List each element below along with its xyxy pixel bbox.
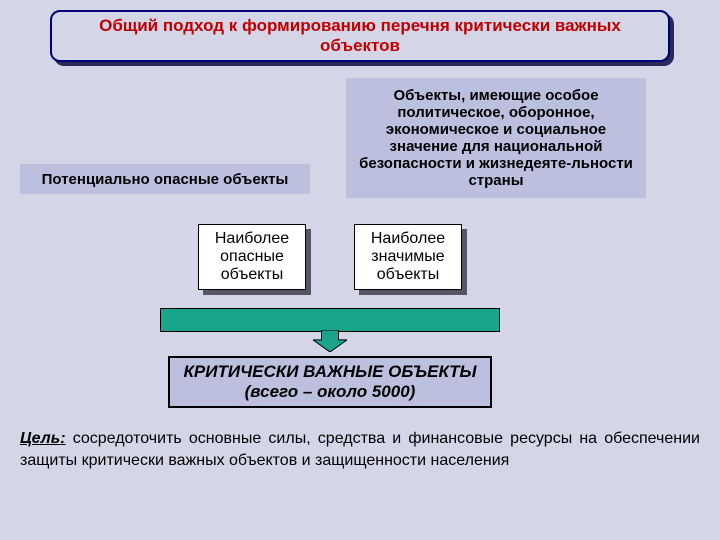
- goal-paragraph: Цель: сосредоточить основные силы, средс…: [20, 428, 700, 471]
- sub-right-box: Наиболее значимые объекты: [354, 224, 462, 290]
- category-right-text: Объекты, имеющие особое политическое, об…: [352, 87, 640, 189]
- title-text: Общий подход к формированию перечня крит…: [62, 16, 658, 56]
- title-box: Общий подход к формированию перечня крит…: [50, 10, 670, 62]
- critical-box: КРИТИЧЕСКИ ВАЖНЫЕ ОБЪЕКТЫ (всего – около…: [168, 356, 492, 408]
- category-left-text: Потенциально опасные объекты: [42, 171, 289, 188]
- goal-text: сосредоточить основные силы, средства и …: [20, 430, 700, 469]
- category-right: Объекты, имеющие особое политическое, об…: [346, 78, 646, 198]
- sub-right-text: Наиболее значимые объекты: [359, 230, 457, 284]
- critical-line1: КРИТИЧЕСКИ ВАЖНЫЕ ОБЪЕКТЫ: [183, 362, 476, 382]
- sub-left-box: Наиболее опасные объекты: [198, 224, 306, 290]
- sub-left-text: Наиболее опасные объекты: [203, 230, 301, 284]
- critical-line2: (всего – около 5000): [183, 382, 476, 402]
- category-left: Потенциально опасные объекты: [20, 164, 310, 194]
- funnel-bar: [160, 308, 500, 332]
- goal-label: Цель:: [20, 430, 66, 447]
- down-arrow-icon: [313, 330, 347, 352]
